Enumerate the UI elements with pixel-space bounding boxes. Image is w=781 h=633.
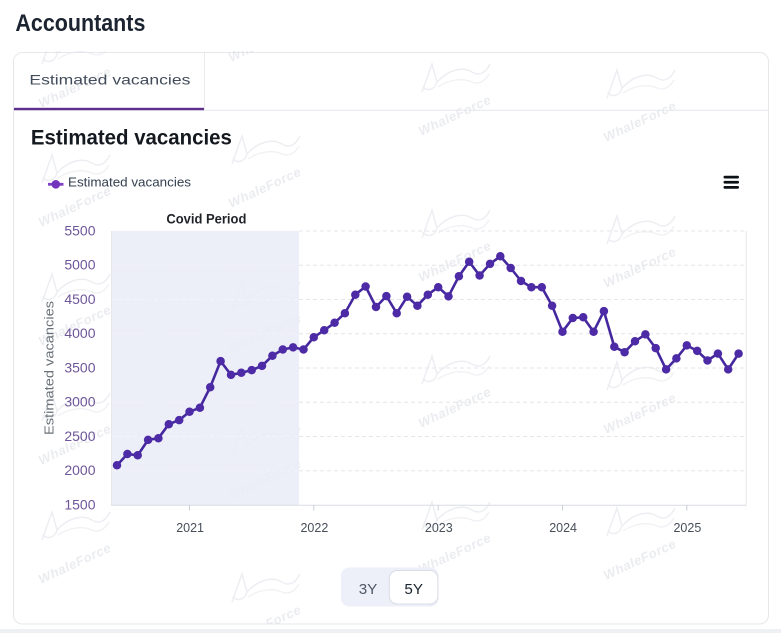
svg-text:2021: 2021 <box>176 521 204 535</box>
svg-text:4500: 4500 <box>64 291 95 307</box>
svg-text:Estimated vacancies: Estimated vacancies <box>31 126 232 150</box>
svg-text:1500: 1500 <box>64 496 95 512</box>
svg-text:4000: 4000 <box>64 325 95 341</box>
svg-text:2023: 2023 <box>425 521 453 535</box>
svg-text:Estimated vacancies: Estimated vacancies <box>29 72 190 88</box>
svg-text:Accountants: Accountants <box>15 10 145 37</box>
svg-text:5Y: 5Y <box>404 581 423 598</box>
svg-text:3000: 3000 <box>64 394 95 410</box>
svg-text:2500: 2500 <box>64 428 95 444</box>
svg-text:2025: 2025 <box>673 521 701 535</box>
svg-text:5500: 5500 <box>64 222 95 238</box>
svg-text:2022: 2022 <box>300 521 328 535</box>
svg-text:Estimated vacancies: Estimated vacancies <box>42 301 56 435</box>
svg-text:2024: 2024 <box>549 521 577 535</box>
svg-text:3500: 3500 <box>64 359 95 375</box>
svg-text:Covid Period: Covid Period <box>166 212 246 227</box>
svg-text:Estimated vacancies: Estimated vacancies <box>68 175 192 190</box>
svg-text:5000: 5000 <box>64 257 95 273</box>
svg-text:2000: 2000 <box>64 462 95 478</box>
svg-text:3Y: 3Y <box>359 581 378 598</box>
